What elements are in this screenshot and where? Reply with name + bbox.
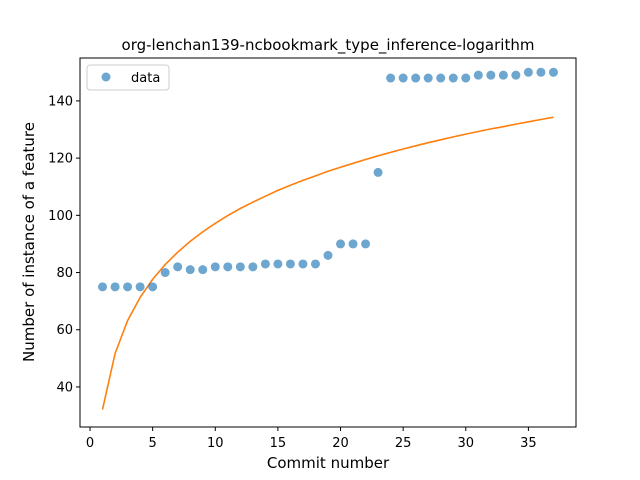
data-point — [298, 259, 308, 269]
x-tick-label: 10 — [207, 436, 224, 451]
x-axis-label: Commit number — [267, 454, 390, 472]
data-point — [486, 70, 496, 80]
data-point — [398, 73, 408, 83]
data-point — [310, 259, 320, 269]
x-tick-label: 0 — [86, 436, 94, 451]
data-point — [448, 73, 458, 83]
data-point — [198, 265, 208, 275]
data-point — [548, 67, 558, 77]
data-point — [373, 167, 383, 177]
data-point — [223, 262, 233, 272]
data-point — [536, 67, 546, 77]
y-tick-label: 80 — [56, 266, 73, 281]
data-point — [348, 239, 358, 249]
data-point — [110, 282, 120, 292]
y-tick-label: 40 — [56, 380, 73, 395]
data-point — [361, 239, 371, 249]
x-tick-label: 35 — [520, 436, 537, 451]
y-tick-label: 120 — [48, 152, 73, 167]
data-point — [123, 282, 133, 292]
data-point — [185, 265, 195, 275]
x-tick-label: 30 — [458, 436, 475, 451]
data-point — [148, 282, 158, 292]
x-tick-label: 20 — [332, 436, 349, 451]
fit-line-layer — [101, 116, 554, 410]
data-point — [160, 268, 170, 278]
data-point — [260, 259, 270, 269]
data-point — [411, 73, 421, 83]
data-point — [511, 70, 521, 80]
data-points-layer — [98, 67, 558, 292]
chart-title: org-lenchan139-ncbookmark_type_inference… — [122, 36, 535, 55]
x-tick-label: 25 — [395, 436, 412, 451]
data-point — [436, 73, 446, 83]
data-point — [323, 250, 333, 260]
fit-line — [101, 116, 554, 410]
y-tick-label: 100 — [48, 209, 73, 224]
y-tick-label: 60 — [56, 323, 73, 338]
plot-frame — [79, 57, 577, 428]
data-point — [423, 73, 433, 83]
data-point — [285, 259, 295, 269]
data-point — [135, 282, 145, 292]
data-point — [473, 70, 483, 80]
legend-box — [86, 64, 170, 91]
data-point — [273, 259, 283, 269]
legend: data — [86, 64, 170, 91]
data-point — [336, 239, 346, 249]
x-axis: 0 5 10 15 20 25 30 35 — [86, 427, 537, 451]
x-tick-label: 15 — [270, 436, 287, 451]
data-point — [498, 70, 508, 80]
x-tick-label: 5 — [149, 436, 157, 451]
y-tick-label: 140 — [48, 94, 73, 109]
y-axis: 40 60 80 100 120 140 — [48, 94, 80, 395]
legend-label-data: data — [131, 71, 160, 86]
data-point — [461, 73, 471, 83]
data-point — [210, 262, 220, 272]
y-axis-label: Number of instance of a feature — [20, 122, 38, 362]
data-point — [235, 262, 245, 272]
data-point — [173, 262, 183, 272]
data-point — [523, 67, 533, 77]
data-point — [386, 73, 396, 83]
data-point — [248, 262, 258, 272]
legend-marker-data — [101, 72, 111, 82]
data-point — [98, 282, 108, 292]
